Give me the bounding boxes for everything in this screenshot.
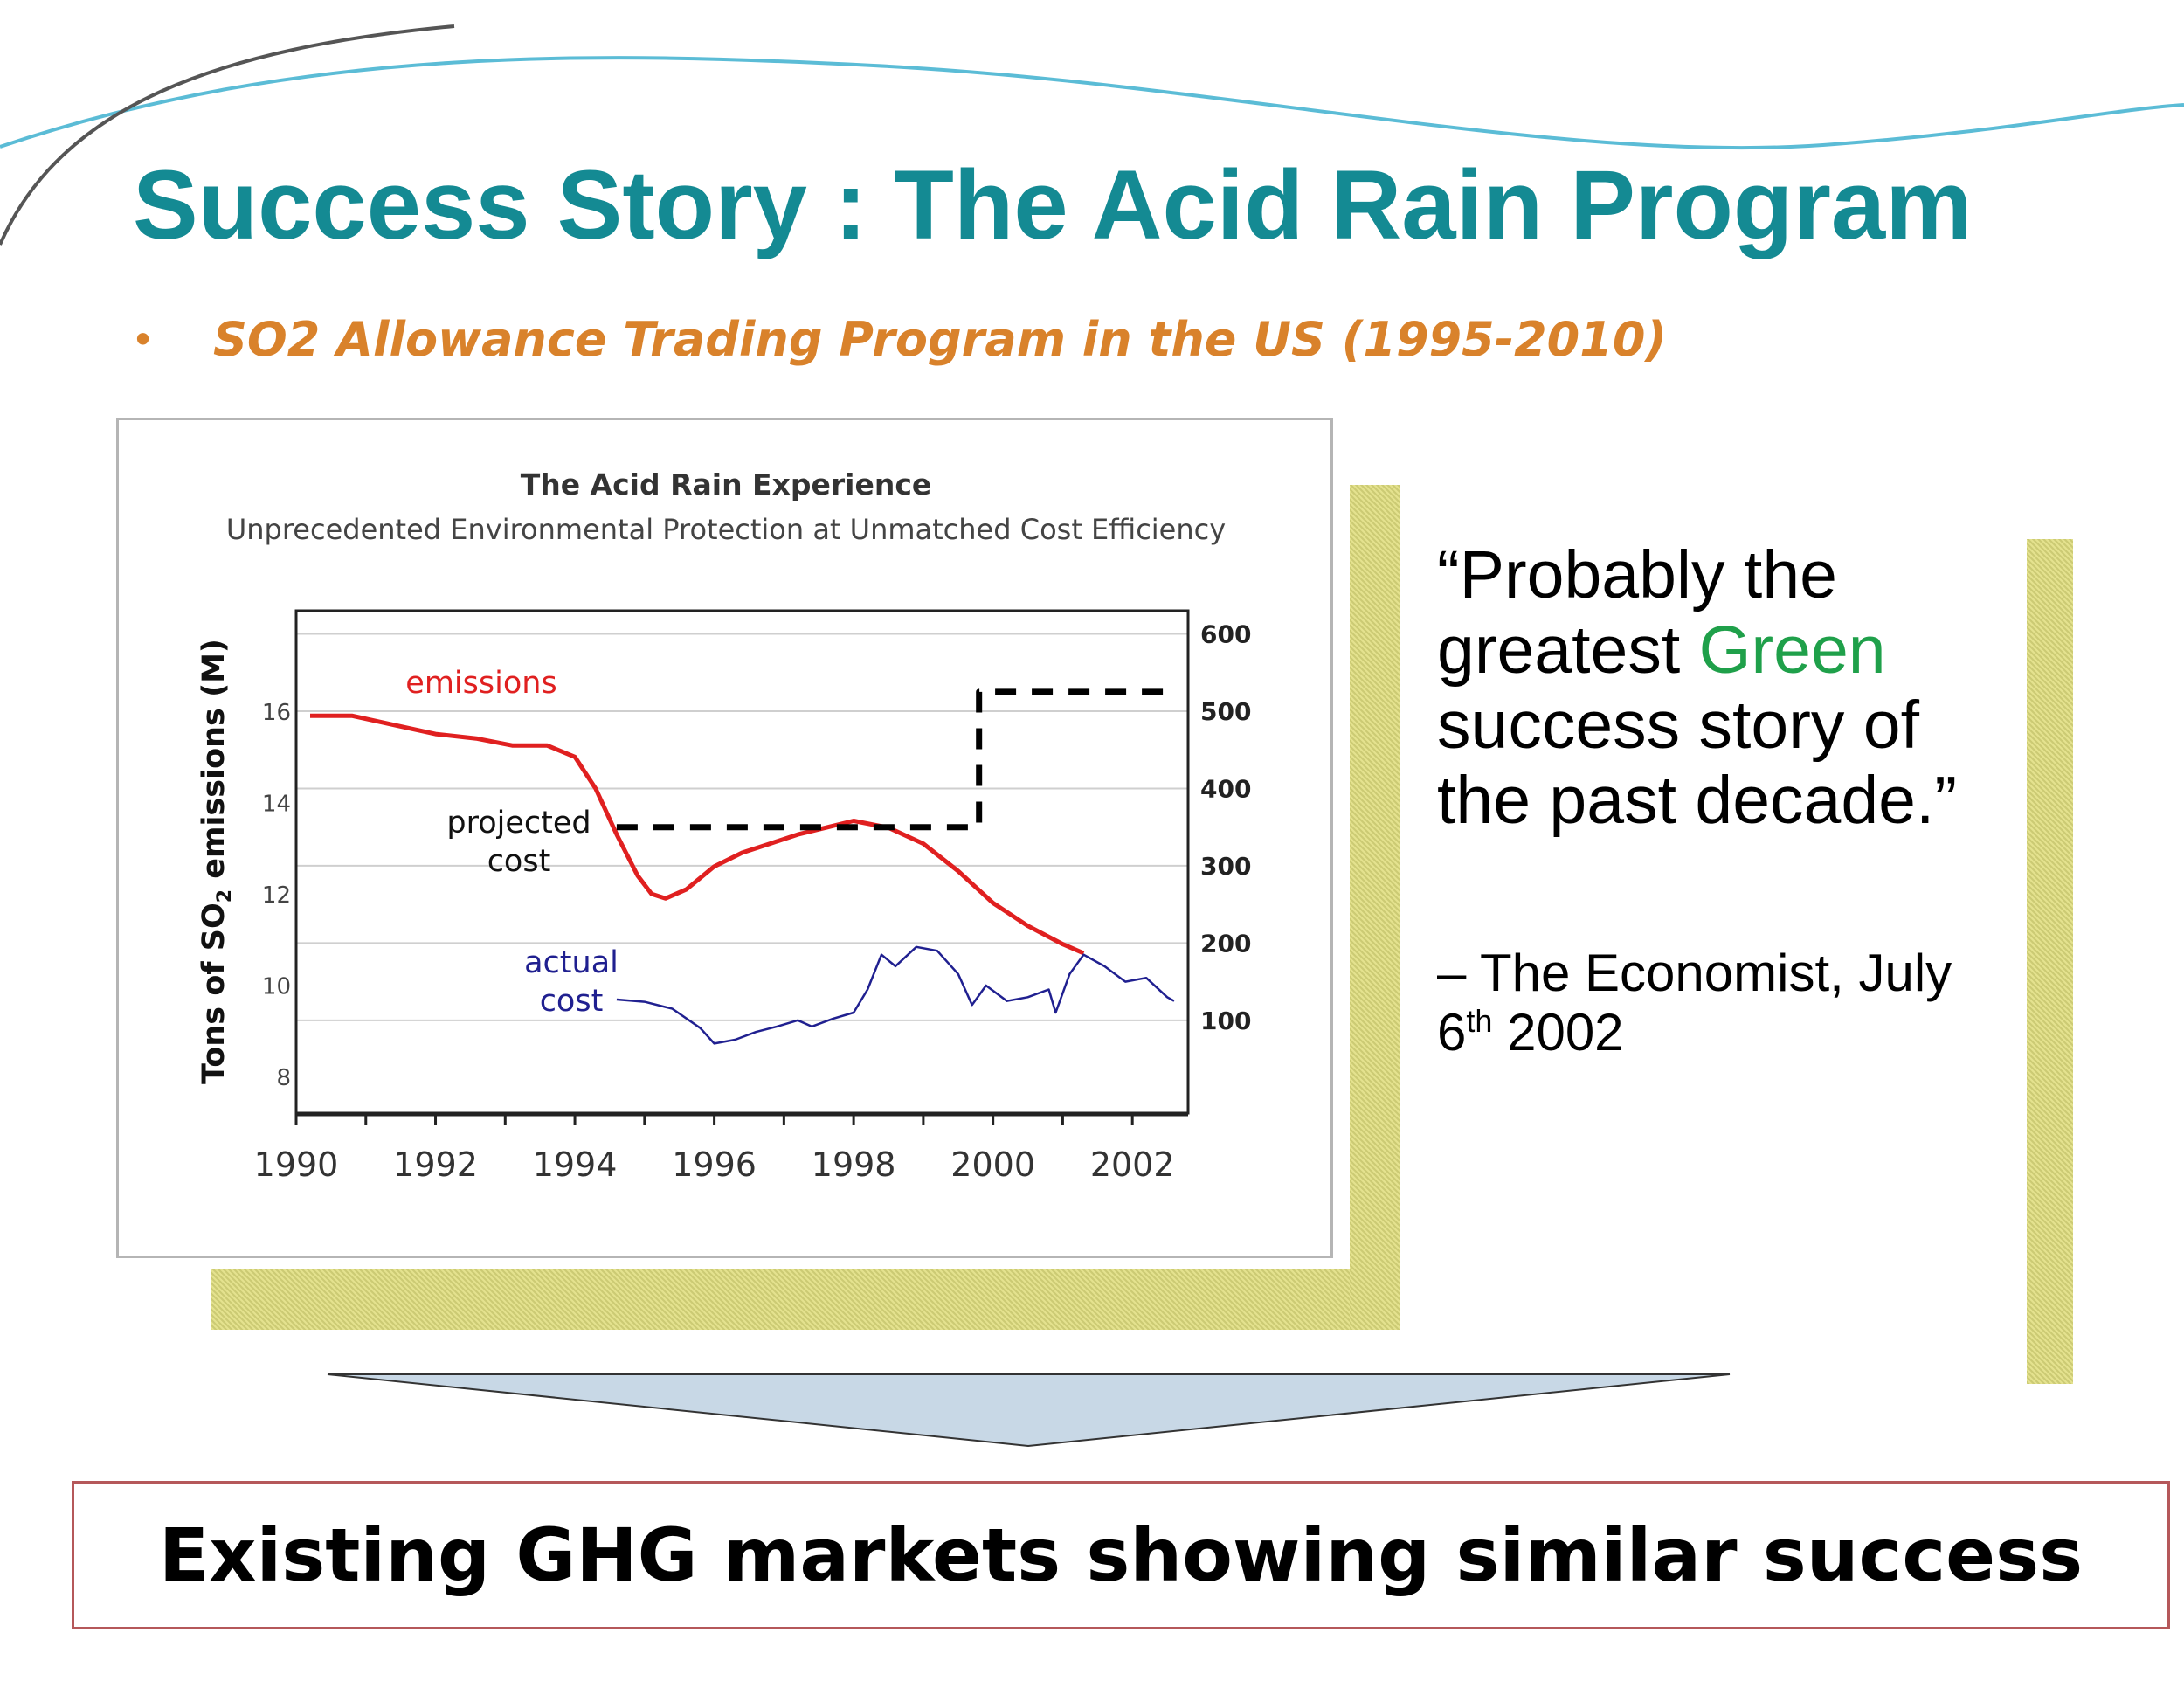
- conclusion-text: Existing GHG markets showing similar suc…: [158, 1512, 2084, 1598]
- chart-series: [310, 688, 1175, 1045]
- quote-attribution: – The Economist, July 6th 2002: [1437, 944, 2014, 1062]
- x-tick-label-1990: 1990: [254, 1145, 339, 1184]
- chart-frame-shadow-right: [1350, 485, 1400, 1330]
- attribution-text: – The Economist, July 6: [1437, 944, 1952, 1062]
- x-tick-label-1998: 1998: [812, 1145, 896, 1184]
- series-label-emissions: emissions: [405, 666, 556, 701]
- y2-tick-label-500: 500: [1200, 697, 1251, 726]
- plot-area-frame: [294, 609, 1190, 1115]
- y2-tick-label-200: 200: [1200, 929, 1251, 958]
- series-line-emissions: [310, 713, 1085, 956]
- series-line-actual-cost: [616, 945, 1175, 1045]
- chart-container: The Acid Rain Experience Unprecedented E…: [116, 418, 1333, 1258]
- quote-side-bar: [2027, 539, 2073, 1384]
- chart-gridlines: [296, 633, 1188, 1021]
- x-tick-label-1996: 1996: [672, 1145, 757, 1184]
- y-tick-label-10: 10: [262, 974, 291, 1000]
- x-tick-label-1992: 1992: [393, 1145, 478, 1184]
- series-line-projected-cost: [616, 688, 1174, 831]
- quote-highlight-green: Green: [1698, 612, 1886, 688]
- attribution-superscript: th: [1466, 1003, 1493, 1039]
- series-label-actual-cost: actual cost: [524, 945, 619, 1019]
- economist-quote: “Probably the greatest Green success sto…: [1437, 537, 1996, 838]
- y-tick-label-12: 12: [262, 882, 291, 909]
- y-axis-left: 8 10 12 14 16: [262, 700, 291, 1091]
- x-tick-label-1994: 1994: [533, 1145, 618, 1184]
- y2-tick-label-300: 300: [1200, 852, 1251, 881]
- x-tick-label-2000: 2000: [950, 1145, 1035, 1184]
- series-labels: emissions projected cost actual cost: [405, 666, 619, 1019]
- y2-tick-label-100: 100: [1200, 1007, 1251, 1035]
- x-axis: 1990 1992 1994 1996 1998 2000 2002: [254, 1113, 1188, 1184]
- y2-tick-label-400: 400: [1200, 774, 1251, 803]
- chart-title: The Acid Rain Experience: [521, 467, 932, 502]
- bullet-marker: •: [131, 316, 156, 363]
- bullet-text: SO2 Allowance Trading Program in the US …: [213, 312, 1668, 367]
- x-tick-label-2002: 2002: [1090, 1145, 1175, 1184]
- chart-subtitle: Unprecedented Environmental Protection a…: [226, 513, 1226, 546]
- y-tick-label-14: 14: [262, 792, 291, 818]
- quote-text-end: success story of the past decade.”: [1437, 688, 1958, 838]
- series-label-projected-cost: projected cost: [446, 806, 591, 879]
- conclusion-box: Existing GHG markets showing similar suc…: [72, 1481, 2170, 1629]
- quote-text-start: “Probably the greatest: [1437, 537, 1837, 688]
- chart-frame-shadow-bottom: [211, 1269, 1400, 1330]
- down-arrow-shape: [327, 1373, 1731, 1448]
- y2-tick-label-600: 600: [1200, 620, 1251, 649]
- attribution-year: 2002: [1492, 1003, 1624, 1062]
- decorative-swoosh: [0, 24, 2184, 246]
- y-axis-right: 100 200 300 400 500 600: [1200, 620, 1251, 1035]
- y-tick-label-16: 16: [262, 700, 291, 726]
- y-axis-label: Tons of SO2 emissions (M): [197, 639, 236, 1084]
- acid-rain-chart: The Acid Rain Experience Unprecedented E…: [197, 467, 1251, 1184]
- y-tick-label-8: 8: [276, 1065, 291, 1091]
- slide-title: Success Story : The Acid Rain Program: [133, 150, 1973, 259]
